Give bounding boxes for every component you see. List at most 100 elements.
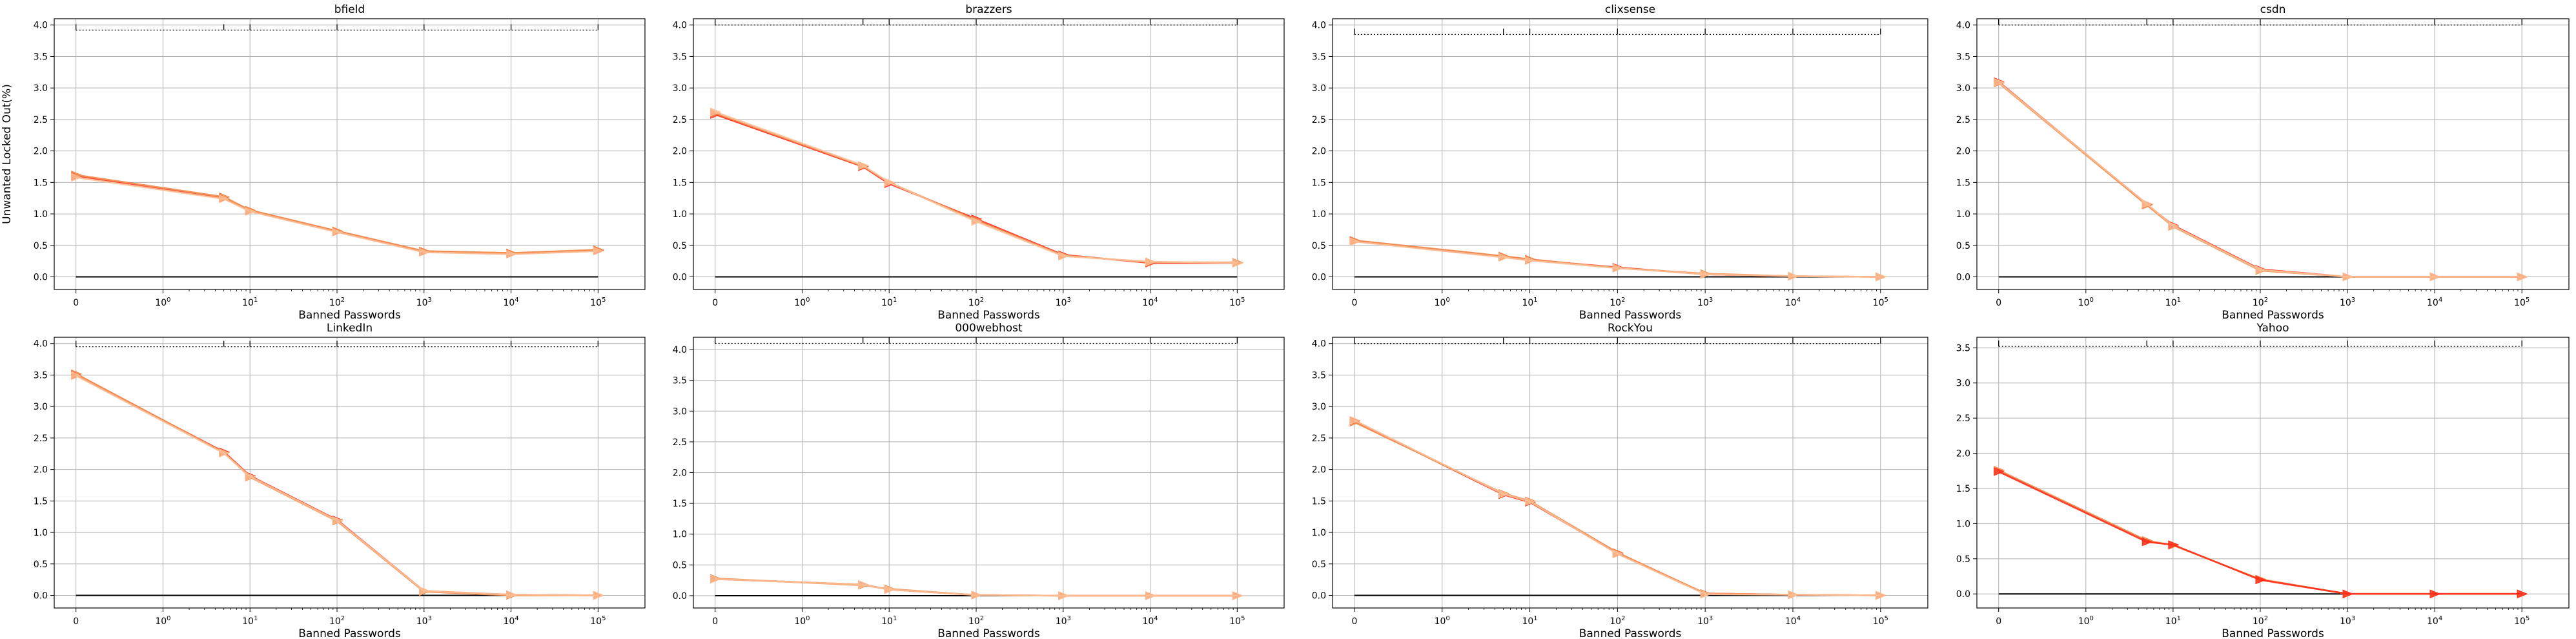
data-point bbox=[1525, 497, 1536, 507]
y-tick-label: 2.0 bbox=[1956, 449, 1970, 459]
x-tick-label: 101 bbox=[2165, 615, 2181, 627]
y-tick-label: 1.0 bbox=[34, 209, 48, 220]
data-point bbox=[1058, 591, 1070, 600]
x-tick-label: 105 bbox=[590, 615, 606, 627]
subplot-title: 000webhost bbox=[955, 322, 1023, 335]
subplot-clixsense: 0 100 101 102 103 104 105 0.0 0.5 1.0 1.5 2.0 2.5 3.0… bbox=[1312, 3, 1928, 322]
x-tick-label: 105 bbox=[2514, 615, 2530, 627]
y-tick-label: 0.0 bbox=[1956, 589, 1970, 600]
x-axis-label: Banned Passwords bbox=[298, 627, 401, 639]
y-tick-label: 2.5 bbox=[34, 434, 48, 444]
y-tick-label: 3.0 bbox=[1956, 83, 1970, 94]
y-tick-label: 0.0 bbox=[1312, 591, 1326, 602]
y-tick-label: 0.5 bbox=[673, 560, 687, 571]
data-point bbox=[1876, 591, 1887, 600]
x-tick-label: 102 bbox=[2253, 297, 2268, 308]
x-tick-label: 100 bbox=[1435, 615, 1450, 627]
data-point bbox=[219, 448, 230, 458]
x-tick-label: 103 bbox=[1056, 297, 1071, 308]
subplot-title: bfield bbox=[334, 3, 365, 16]
y-tick-label: 2.5 bbox=[1312, 115, 1326, 125]
y-tick-label: 4.0 bbox=[673, 345, 687, 355]
y-tick-label: 3.0 bbox=[1312, 83, 1326, 94]
x-tick-label: 0 bbox=[1351, 616, 1357, 627]
x-axis-label: Banned Passwords bbox=[1579, 627, 1682, 639]
data-point bbox=[1498, 253, 1510, 262]
subplot-title: brazzers bbox=[965, 3, 1012, 16]
x-tick-label: 103 bbox=[2340, 297, 2355, 308]
x-tick-label: 104 bbox=[1785, 615, 1801, 627]
data-point bbox=[593, 246, 604, 256]
x-axis-label: Banned Passwords bbox=[2222, 627, 2324, 639]
x-tick-label: 104 bbox=[1142, 615, 1158, 627]
x-tick-label: 104 bbox=[2427, 297, 2442, 308]
subplot-000webhost: 0 100 101 102 103 104 105 0.0 0.5 1.0 1.5 2.0 2.5 3.0… bbox=[673, 322, 1285, 639]
y-tick-label: 3.0 bbox=[1312, 402, 1326, 412]
data-point bbox=[1232, 591, 1243, 600]
data-point bbox=[71, 371, 83, 381]
y-tick-label: 1.5 bbox=[673, 499, 687, 509]
x-tick-label: 102 bbox=[329, 615, 345, 627]
y-tick-label: 3.0 bbox=[34, 402, 48, 412]
x-tick-label: 0 bbox=[1351, 298, 1357, 308]
plot-frame bbox=[1976, 337, 2570, 609]
y-tick-label: 1.5 bbox=[34, 178, 48, 188]
x-tick-label: 104 bbox=[503, 615, 518, 627]
data-point bbox=[1058, 251, 1070, 261]
data-point bbox=[971, 217, 983, 226]
y-tick-label: 1.0 bbox=[673, 530, 687, 540]
y-tick-label: 4.0 bbox=[34, 21, 48, 31]
data-point bbox=[971, 591, 983, 600]
y-tick-label: 0.0 bbox=[1312, 273, 1326, 283]
y-tick-label: 0.0 bbox=[673, 273, 687, 283]
plot-frame bbox=[1332, 18, 1928, 290]
subplot-yahoo: 0 100 101 102 103 104 105 0.0 0.5 1.0 1.5 2.0 2.5 3.0… bbox=[1956, 322, 2570, 639]
x-axis-label: Banned Passwords bbox=[937, 309, 1040, 322]
x-tick-label: 0 bbox=[73, 616, 79, 627]
x-tick-label: 0 bbox=[712, 616, 718, 627]
data-point bbox=[506, 590, 517, 600]
data-point bbox=[710, 574, 722, 583]
data-point bbox=[419, 247, 431, 257]
data-point bbox=[1145, 257, 1156, 266]
data-point bbox=[2255, 575, 2267, 585]
y-tick-label: 4.0 bbox=[34, 339, 48, 350]
x-tick-label: 102 bbox=[1610, 297, 1625, 308]
y-tick-label: 0.0 bbox=[34, 591, 48, 602]
subplot-rockyou: 0 100 101 102 103 104 105 0.0 0.5 1.0 1.5 2.0 2.5 3.0… bbox=[1312, 322, 1928, 639]
data-point bbox=[1788, 271, 1799, 281]
x-tick-label: 101 bbox=[1522, 297, 1537, 308]
subplot-linkedin: 0 100 101 102 103 104 105 0.0 0.5 1.0 1.5 2.0 2.5 3.0… bbox=[34, 322, 646, 639]
data-point bbox=[2429, 589, 2441, 598]
x-tick-label: 104 bbox=[1142, 297, 1158, 308]
y-tick-label: 0.5 bbox=[1956, 554, 1970, 565]
y-tick-label: 3.0 bbox=[673, 406, 687, 417]
x-axis-label: Banned Passwords bbox=[298, 309, 401, 322]
data-point bbox=[2142, 199, 2153, 209]
x-tick-label: 103 bbox=[1697, 297, 1713, 308]
data-point bbox=[1994, 78, 2005, 87]
data-point bbox=[419, 586, 431, 596]
x-tick-label: 100 bbox=[155, 615, 170, 627]
x-tick-label: 103 bbox=[416, 297, 432, 308]
x-tick-label: 101 bbox=[242, 297, 258, 308]
y-tick-label: 0.5 bbox=[673, 241, 687, 251]
data-point bbox=[332, 516, 343, 525]
x-tick-label: 100 bbox=[2078, 615, 2094, 627]
y-tick-label: 3.5 bbox=[34, 370, 48, 381]
x-tick-label: 103 bbox=[1056, 615, 1071, 627]
x-tick-label: 0 bbox=[712, 298, 718, 308]
data-point bbox=[1232, 258, 1243, 267]
y-tick-label: 1.0 bbox=[34, 528, 48, 538]
x-tick-label: 102 bbox=[968, 615, 984, 627]
x-tick-label: 100 bbox=[794, 615, 810, 627]
x-tick-label: 101 bbox=[881, 297, 897, 308]
y-tick-label: 2.0 bbox=[673, 468, 687, 479]
x-tick-label: 0 bbox=[1996, 298, 2001, 308]
y-tick-label: 0.0 bbox=[1956, 273, 1970, 283]
data-point bbox=[2517, 589, 2528, 598]
x-tick-label: 102 bbox=[2253, 615, 2268, 627]
data-point bbox=[1498, 489, 1510, 499]
x-tick-label: 100 bbox=[1435, 297, 1450, 308]
